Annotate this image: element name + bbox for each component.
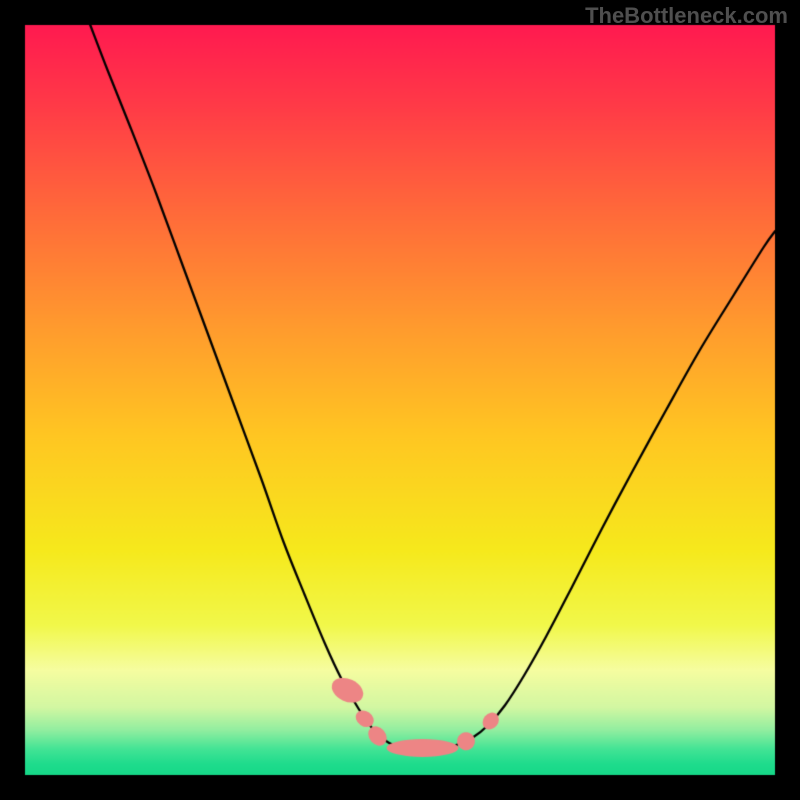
watermark-text: TheBottleneck.com (585, 3, 788, 29)
bottleneck-chart-canvas (0, 0, 800, 800)
